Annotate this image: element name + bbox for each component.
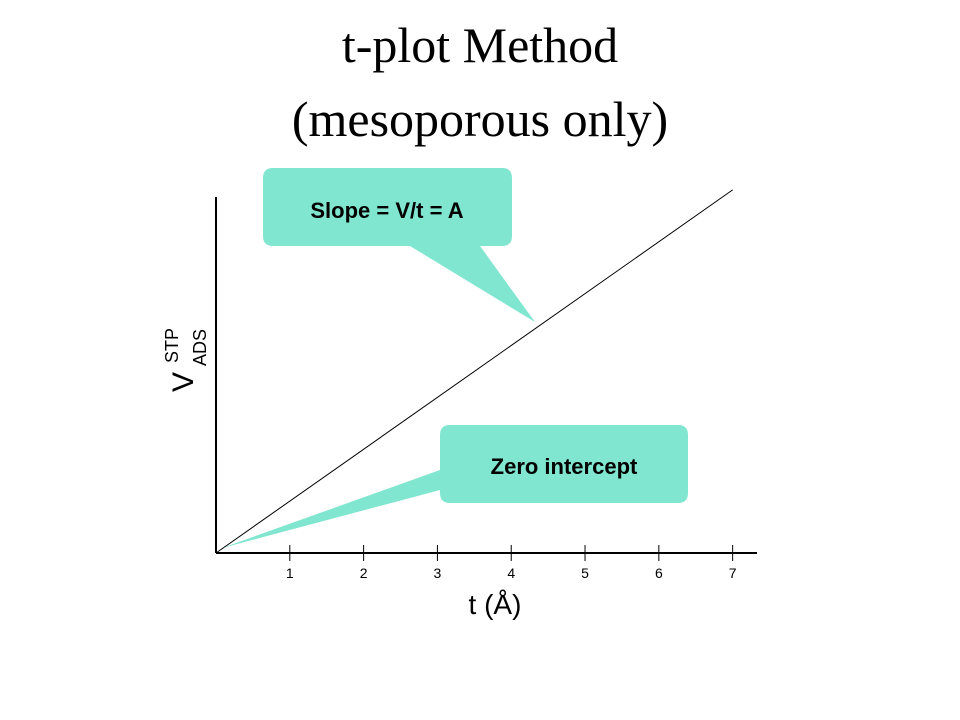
x-label: t (Å)	[469, 589, 522, 620]
x-tick-label: 2	[360, 565, 368, 581]
x-tick-label: 1	[286, 565, 294, 581]
x-tick-label: 5	[581, 565, 589, 581]
x-tick-label: 7	[729, 565, 737, 581]
subtitle: (mesoporous only)	[292, 91, 668, 147]
y-label-sup: STP	[162, 328, 182, 363]
x-tick-label: 4	[507, 565, 515, 581]
callout-text: Slope = V/t = A	[310, 198, 463, 223]
y-label: V	[167, 372, 200, 392]
callout	[263, 168, 535, 322]
x-tick-label: 3	[434, 565, 442, 581]
callout	[222, 425, 688, 548]
callout-text: Zero intercept	[491, 454, 638, 479]
y-label-sub: ADS	[190, 329, 210, 366]
data-line	[215, 189, 733, 554]
x-tick-label: 6	[655, 565, 663, 581]
title: t-plot Method	[342, 17, 618, 73]
